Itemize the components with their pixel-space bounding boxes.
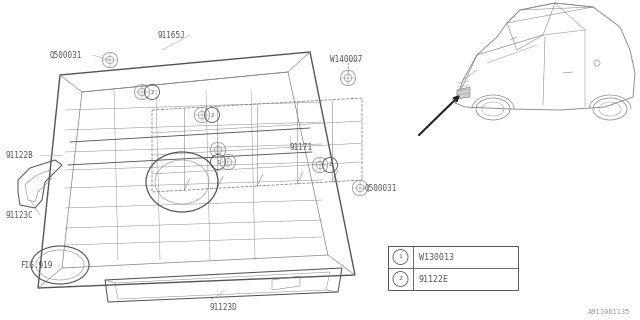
Text: W140007: W140007 (330, 55, 362, 65)
Text: 2: 2 (211, 113, 214, 117)
Text: 91122E: 91122E (419, 275, 449, 284)
Text: 2: 2 (150, 90, 154, 94)
Text: 91171: 91171 (290, 143, 313, 153)
Text: Q500031: Q500031 (365, 183, 397, 193)
Text: 1: 1 (216, 159, 220, 164)
Bar (388, 246, 518, 290)
Text: 1: 1 (399, 254, 403, 260)
Text: W130013: W130013 (419, 252, 454, 261)
Text: A911001135: A911001135 (588, 309, 630, 315)
Polygon shape (457, 87, 470, 99)
Text: 91123C: 91123C (5, 211, 33, 220)
Text: 2: 2 (328, 163, 332, 167)
Text: 91122B: 91122B (5, 150, 33, 159)
Text: 91123D: 91123D (210, 303, 237, 313)
Text: Q500031: Q500031 (50, 51, 83, 60)
Text: FIG.919: FIG.919 (20, 260, 52, 269)
Text: 2: 2 (399, 276, 403, 282)
Text: 91165J: 91165J (158, 30, 186, 39)
